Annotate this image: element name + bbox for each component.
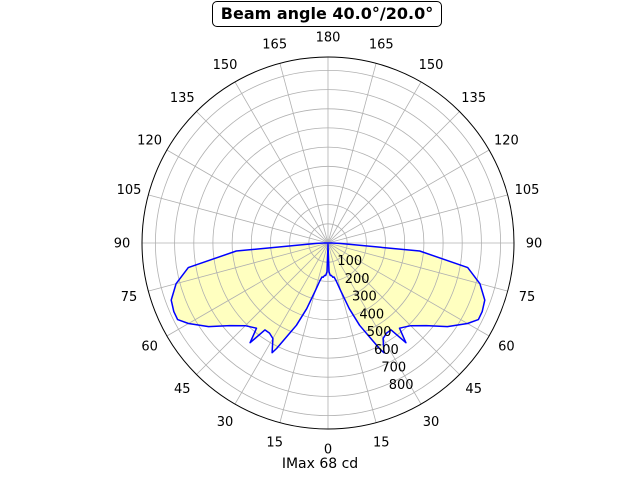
angle-tick-label: 120 (137, 134, 162, 149)
angle-tick-label: 0 (324, 443, 332, 458)
grid-spoke (327, 242, 508, 292)
angle-tick-label: 150 (419, 58, 444, 73)
polar-frame (141, 56, 515, 430)
grid-spoke (148, 242, 329, 292)
grid-spoke (234, 81, 329, 244)
grid-spoke (196, 111, 329, 244)
angle-tick-label: 165 (262, 38, 287, 53)
radial-tick-label: 500 (367, 325, 392, 340)
grid-spoke (327, 63, 377, 244)
angle-tick-label: 135 (170, 91, 195, 106)
grid-spoke (166, 242, 329, 337)
radial-tick-label: 200 (345, 272, 370, 287)
angle-tick-label: 45 (465, 382, 482, 397)
grid-spoke (148, 194, 329, 244)
radial-tick-labels: 100 200 300 400 500 600 700 800 (337, 254, 413, 393)
angle-tick-label: 120 (494, 134, 519, 149)
angle-tick-label: 135 (461, 91, 486, 106)
grid-spoke (327, 81, 422, 244)
intensity-fill (171, 243, 485, 353)
angle-tick-label: 60 (498, 340, 515, 355)
radial-tick-label: 700 (381, 361, 406, 376)
grid-spoke (279, 63, 329, 244)
intensity-curve-line (170, 242, 486, 354)
angle-tick-label: 60 (141, 340, 158, 355)
angle-tick-label: 180 (316, 31, 341, 46)
intensity-curve (170, 242, 486, 354)
angle-tick-label: 90 (526, 237, 543, 252)
angle-tick-label: 75 (121, 290, 138, 305)
angle-tick-label: 150 (213, 58, 238, 73)
grid-spoke (327, 242, 422, 405)
angle-tick-label: 105 (515, 183, 540, 198)
radial-tick-label: 600 (374, 343, 399, 358)
angle-tick-label: 105 (117, 183, 142, 198)
grid-spoke (166, 149, 329, 244)
angle-tick-label: 15 (266, 436, 283, 451)
radial-tick-label: 100 (337, 254, 362, 269)
angle-tick-label: 90 (114, 237, 131, 252)
chart-title: Beam angle 40.0°/20.0° (220, 4, 434, 23)
intensity-fill-area (171, 243, 485, 353)
x-axis-label: IMax 68 cd (281, 456, 359, 472)
angle-tick-label: 75 (519, 290, 536, 305)
grid-spoke (327, 242, 460, 375)
grid-spoke (279, 242, 329, 423)
grid-spoke (327, 242, 490, 337)
polar-grid (141, 56, 515, 430)
angle-tick-label: 30 (423, 415, 440, 430)
grid-spoke (196, 242, 329, 375)
angle-tick-label: 165 (369, 38, 394, 53)
radial-tick-label: 300 (352, 290, 377, 305)
angle-tick-label: 45 (174, 382, 191, 397)
grid-spoke (327, 242, 377, 423)
grid-spoke (327, 111, 460, 244)
radial-tick-label: 800 (389, 378, 414, 393)
grid-spoke (327, 149, 490, 244)
title-box (212, 1, 442, 27)
grid-spoke (327, 194, 508, 244)
angle-tick-labels: 180 1651501351201059075604530150153045607… (114, 31, 543, 458)
angle-tick-label: 30 (217, 415, 234, 430)
angle-tick-label: 15 (373, 436, 390, 451)
radial-tick-label: 400 (359, 307, 384, 322)
grid-spoke (234, 242, 329, 405)
